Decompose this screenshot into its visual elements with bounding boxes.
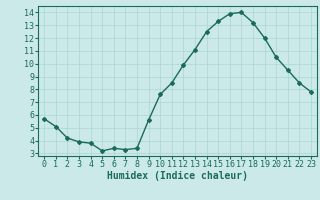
- X-axis label: Humidex (Indice chaleur): Humidex (Indice chaleur): [107, 171, 248, 181]
